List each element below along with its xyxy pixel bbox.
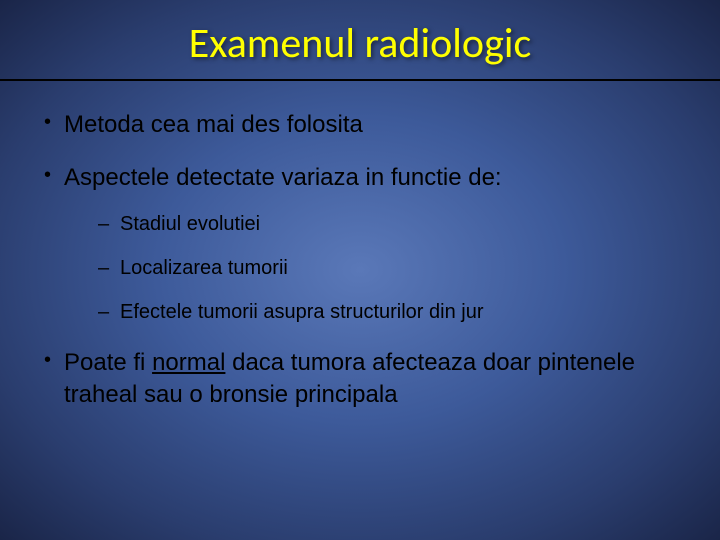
bullet-3-underline: normal xyxy=(152,349,225,376)
bullet-item-1: Metoda cea mai des folosita xyxy=(40,109,680,140)
sub-bullet-list: Stadiul evolutiei Localizarea tumorii Ef… xyxy=(64,211,680,325)
bullet-3-before: Poate fi xyxy=(64,349,152,376)
bullet-item-2: Aspectele detectate variaza in functie d… xyxy=(40,162,680,325)
sub-bullet-2: Localizarea tumorii xyxy=(64,255,680,281)
bullet-item-3: Poate fi normal daca tumora afecteaza do… xyxy=(40,347,680,409)
title-divider xyxy=(0,79,720,81)
sub-bullet-3: Efectele tumorii asupra structurilor din… xyxy=(64,299,680,325)
bullet-item-2-text: Aspectele detectate variaza in functie d… xyxy=(64,164,502,191)
slide-title: Examenul radiologic xyxy=(40,18,680,69)
sub-bullet-1: Stadiul evolutiei xyxy=(64,211,680,237)
main-bullet-list: Metoda cea mai des folosita Aspectele de… xyxy=(40,109,680,410)
slide-container: Examenul radiologic Metoda cea mai des f… xyxy=(0,0,720,540)
